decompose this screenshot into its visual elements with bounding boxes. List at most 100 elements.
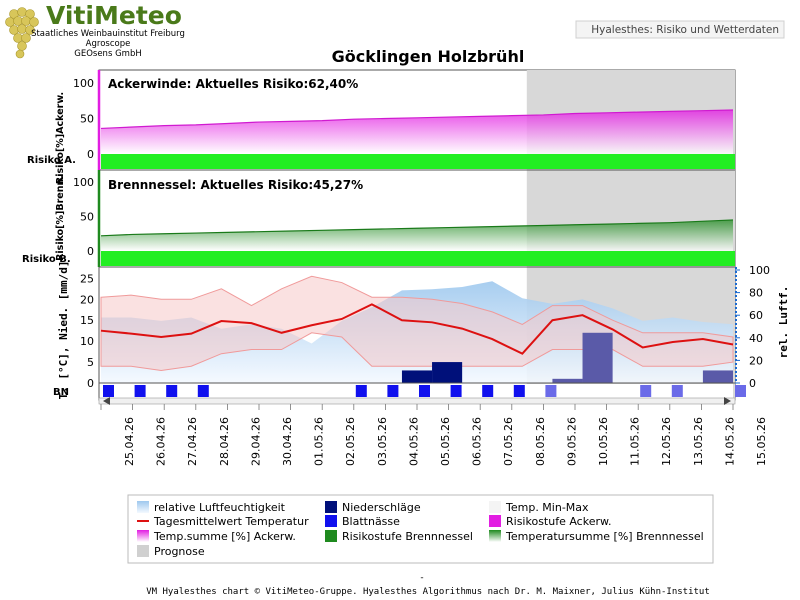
date-label: 11.05.26 [629,417,642,466]
brennnessel-tick-label: 50 [80,211,94,224]
date-label: 07.05.26 [502,417,515,466]
footer-credit: VM Hyalesthes chart © VitiMeteo-Gruppe. … [146,587,710,597]
legend-item-precip: Niederschläge [325,501,421,514]
legend-swatch [325,515,337,527]
weather-tick-left: 20 [80,293,94,306]
leaf-wetness-marker [671,385,683,397]
date-label: 05.05.26 [439,417,452,466]
brennnessel-panel: Brennnessel: Aktuelles Risiko:45,27% [100,178,735,266]
legend-box [127,494,714,564]
weather-ylabel-right: rel. Luftf. [777,286,790,359]
legend-swatch [489,501,501,513]
brennnessel-tick-label: 100 [73,176,94,189]
brennnessel-tempsum-line [100,219,734,237]
tab-label: Hyalesthes: Risiko und Wetterdaten [591,24,779,36]
precip-bar [582,332,613,383]
bn-row [101,384,733,398]
leaf-wetness-marker [545,385,557,397]
ackerwinde-tick-label: 50 [80,113,94,126]
ackerwinde-ylabel: Risiko[%]Ackerw. [55,92,66,184]
legend-label: Prognose [154,545,205,558]
weather-ylabel-left: T. [°C], Nied. [mm/d] [57,260,70,399]
org-line-3: GEOsens GmbH [74,49,141,59]
org-line-1: Staatliches Weinbauinstitut Freiburg [31,29,185,39]
risk-band-ackerwinde [101,154,735,169]
grape-icon [5,7,39,59]
precipitation-bars [401,332,733,383]
chart-title: Göcklingen Holzbrühl [332,47,525,66]
leaf-wetness-marker [482,385,494,397]
footer-dash: - [420,573,423,583]
legend-label: Tagesmittelwert Temperatur [153,515,309,528]
leaf-wetness-marker [513,385,525,397]
leaf-wetness-marker [387,385,399,397]
date-label: 06.05.26 [471,417,484,466]
vitimeteo-logo: VitiMeteo [5,1,182,59]
leaf-wetness-row [103,385,746,397]
date-label: 12.05.26 [660,417,673,466]
weather-tick-right: 60 [749,309,763,322]
logo-text: VitiMeteo [46,1,182,30]
ackerwinde-tick-label: 100 [73,77,94,90]
leaf-wetness-marker [640,385,652,397]
legend-swatch [137,545,149,557]
weather-tick-right: 0 [749,377,756,390]
date-label: 28.04.26 [218,417,231,466]
brennnessel-tempsum-area [101,219,733,251]
legend-label: Risikostufe Brennnessel [342,530,473,543]
legend-item-acker_sum: Temp.summe [%] Ackerw. [137,530,296,543]
legend-swatch [489,530,501,542]
weather-tick-right: 20 [749,354,763,367]
date-label: 29.04.26 [249,417,262,466]
ackerwinde-tempsum-area [101,109,733,154]
leaf-wetness-marker [197,385,209,397]
leaf-wetness-marker [735,385,746,397]
date-label: 25.04.26 [123,417,136,466]
ackerwinde-tempsum-line [100,109,734,130]
time-scrollbar[interactable] [98,397,736,405]
scroll-left-arrow-icon[interactable] [103,397,110,405]
leaf-wetness-marker [103,385,114,397]
weather-tick-right: 40 [749,332,763,345]
date-label: 09.05.26 [565,417,578,466]
legend-item-humidity: relative Luftfeuchtigkeit [137,501,286,514]
legend-item-brenn_sum: Temperatursumme [%] Brennnessel [489,530,704,543]
date-label: 26.04.26 [155,417,168,466]
precip-bar [702,370,733,383]
legend-swatch [137,530,149,542]
tab-risiko-wetter[interactable]: Hyalesthes: Risiko und Wetterdaten [575,20,785,39]
date-label: 13.05.26 [692,417,705,466]
date-label: 27.04.26 [186,417,199,466]
date-label: 10.05.26 [597,417,610,466]
risk-band-brennnessel [101,251,735,266]
brennnessel-tick-label: 0 [87,245,94,258]
date-label: 08.05.26 [534,417,547,466]
temp-mean-line [100,303,734,355]
leaf-wetness-marker [355,385,367,397]
scroll-right-arrow-icon[interactable] [724,397,731,405]
risk-b-label: Risiko B. [22,254,71,265]
date-label: 15.05.26 [755,417,768,466]
weather-tick-left: 10 [80,335,94,348]
leaf-wetness-marker [450,385,462,397]
legend-item-ackerwinde: Risikostufe Ackerw. [489,515,611,528]
legend-label: Temp.summe [%] Ackerw. [153,530,296,543]
temp-minmax-band [100,275,734,371]
legend-label: Temp. Min-Max [505,501,589,514]
weather-tick-left: 15 [80,314,94,327]
risk-a-label: Risiko A. [27,155,76,166]
org-line-2: Agroscope [86,39,131,49]
weather-tick-right: 80 [749,287,763,300]
legend-item-temp_line: Tagesmittelwert Temperatur [137,515,309,528]
precip-bar [401,370,433,383]
legend-swatch [489,515,501,527]
weather-tick-left: 5 [87,356,94,369]
legend-swatch [137,501,149,513]
precip-bar [432,362,463,383]
legend-item-brennnessel: Risikostufe Brennnessel [325,530,473,543]
ackerwinde-panel: Ackerwinde: Aktuelles Risiko:62,40% [100,77,735,169]
date-label: 14.05.26 [723,417,736,466]
legend-item-minmax: Temp. Min-Max [489,501,589,514]
